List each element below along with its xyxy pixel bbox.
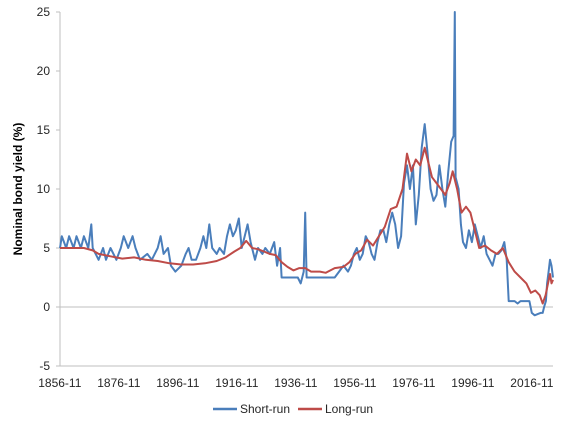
y-tick-label: 15 [37, 123, 51, 137]
series-lines [59, 11, 554, 317]
axes [59, 12, 553, 367]
x-tick-label: 1916-11 [215, 376, 258, 390]
series-line-short-run [59, 11, 554, 317]
y-tick-labels: -5 0 5 10 15 20 25 [37, 5, 60, 373]
x-tick-label: 1956-11 [333, 376, 376, 390]
x-tick-label: 1876-11 [97, 376, 140, 390]
y-tick-label: 20 [37, 64, 51, 78]
y-tick-label: 5 [43, 241, 50, 255]
x-tick-label: 1896-11 [156, 376, 199, 390]
series-line-long-run [60, 146, 554, 305]
y-tick-label: -5 [39, 359, 50, 373]
x-tick-label: 1976-11 [392, 376, 435, 390]
y-tick-label: 10 [37, 182, 51, 196]
x-tick-label: 1936-11 [274, 376, 317, 390]
legend-label: Short-run [240, 402, 290, 416]
y-tick-label: 25 [37, 5, 51, 19]
legend: Short-run Long-run [213, 402, 373, 416]
x-tick-label: 1856-11 [38, 376, 81, 390]
legend-label: Long-run [325, 402, 373, 416]
x-tick-labels: 1856-11 1876-11 1896-11 1916-11 1936-11 1956-… [38, 376, 554, 390]
x-tick-label: 2016-11 [510, 376, 553, 390]
y-tick-label: 0 [43, 300, 50, 314]
x-tick-label: 1996-11 [451, 376, 494, 390]
y-axis-label: Nominal bond yield (%) [11, 123, 25, 256]
